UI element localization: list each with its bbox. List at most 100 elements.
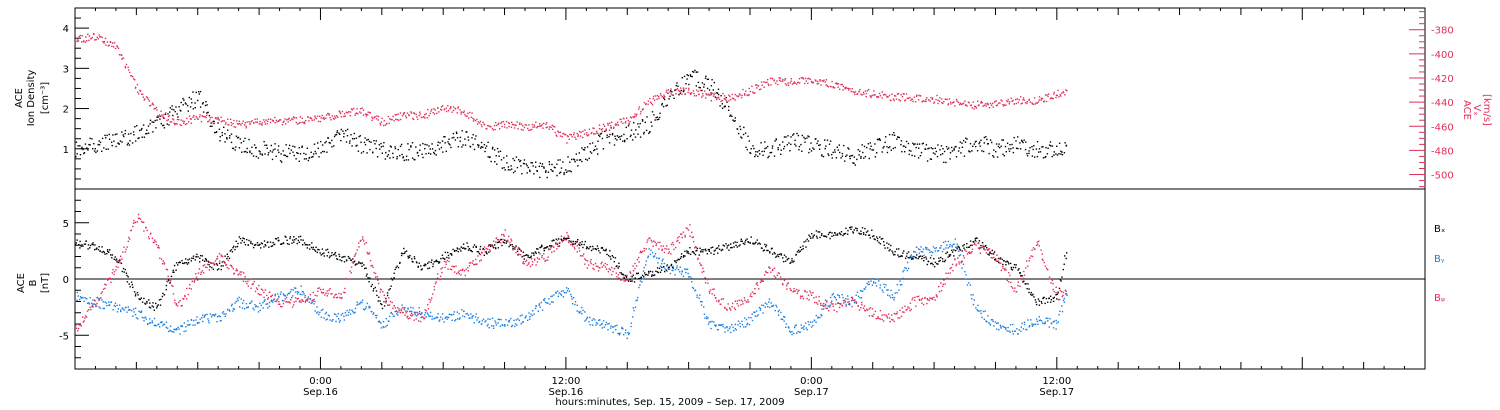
data-point <box>921 143 924 145</box>
data-point <box>922 248 925 250</box>
data-point <box>786 144 788 146</box>
data-point <box>744 94 746 96</box>
data-point <box>844 232 847 235</box>
data-point <box>946 148 949 150</box>
data-point <box>361 236 364 238</box>
data-point <box>118 260 120 262</box>
data-point <box>630 325 632 328</box>
data-point <box>511 121 513 124</box>
data-point <box>292 289 294 291</box>
data-point <box>543 167 545 169</box>
data-point <box>902 277 904 279</box>
data-point <box>300 285 302 287</box>
data-point <box>243 238 245 240</box>
data-point <box>713 93 715 96</box>
data-point <box>320 254 322 256</box>
data-point <box>835 234 837 236</box>
data-point <box>936 263 938 265</box>
data-point <box>1040 300 1042 303</box>
data-point <box>757 85 760 87</box>
data-point <box>919 255 922 257</box>
data-point <box>594 262 597 265</box>
data-point <box>1011 100 1013 102</box>
data-point <box>907 142 910 145</box>
data-point <box>121 58 123 60</box>
data-point <box>500 159 503 161</box>
data-point <box>988 254 990 256</box>
data-point <box>713 253 715 255</box>
data-point <box>126 246 128 248</box>
data-point <box>450 253 453 255</box>
data-point <box>379 300 381 302</box>
data-point <box>717 252 719 254</box>
data-point <box>228 124 230 126</box>
data-point <box>304 244 307 246</box>
data-point <box>343 261 346 263</box>
data-point <box>387 304 389 306</box>
data-point <box>128 236 130 239</box>
panel1-left-label-line1: ACE <box>14 88 25 108</box>
data-point <box>360 239 362 242</box>
data-point <box>126 281 129 283</box>
data-point <box>664 268 666 270</box>
data-point <box>762 312 764 314</box>
data-point <box>575 138 577 140</box>
data-point <box>525 260 527 263</box>
data-point <box>699 87 701 89</box>
data-point <box>487 318 489 320</box>
data-point <box>616 123 618 125</box>
data-point <box>562 290 564 292</box>
data-point <box>749 152 752 154</box>
data-point <box>374 286 376 289</box>
data-point <box>785 136 787 138</box>
data-point <box>247 280 249 283</box>
data-point <box>498 155 500 157</box>
data-point <box>628 333 630 336</box>
data-point <box>918 147 920 149</box>
data-point <box>1047 147 1049 149</box>
data-point <box>827 233 830 236</box>
data-point <box>1002 103 1004 106</box>
data-point <box>836 83 839 85</box>
data-point <box>272 299 274 302</box>
data-point <box>159 257 161 259</box>
data-point <box>85 298 88 300</box>
data-point <box>1007 98 1009 101</box>
data-point <box>362 114 365 116</box>
data-point <box>113 258 115 260</box>
data-point <box>436 316 438 318</box>
data-point <box>847 295 849 297</box>
data-point <box>1035 102 1038 104</box>
data-point <box>125 306 127 308</box>
data-point <box>284 118 286 120</box>
data-point <box>170 121 173 123</box>
data-point <box>157 304 159 306</box>
left-tick-label: 2 <box>63 105 69 116</box>
data-point <box>949 244 951 246</box>
data-point <box>573 158 575 160</box>
data-point <box>298 301 301 303</box>
data-point <box>680 256 682 258</box>
data-point <box>900 94 902 96</box>
data-point <box>538 304 540 306</box>
data-point <box>83 320 85 322</box>
data-point <box>980 139 982 141</box>
data-point <box>230 141 233 144</box>
data-point <box>77 39 79 41</box>
data-point <box>94 148 96 150</box>
data-point <box>916 95 918 97</box>
data-point <box>121 54 123 57</box>
data-point <box>676 259 678 262</box>
data-point <box>826 85 828 87</box>
data-point <box>581 160 583 163</box>
data-point <box>821 155 823 157</box>
data-point <box>746 322 749 325</box>
data-point <box>294 297 297 299</box>
data-point <box>267 154 269 156</box>
data-point <box>844 88 847 90</box>
data-point <box>280 243 283 245</box>
data-point <box>639 252 641 254</box>
data-point <box>373 288 375 290</box>
data-point <box>739 128 742 131</box>
data-point <box>232 307 235 310</box>
